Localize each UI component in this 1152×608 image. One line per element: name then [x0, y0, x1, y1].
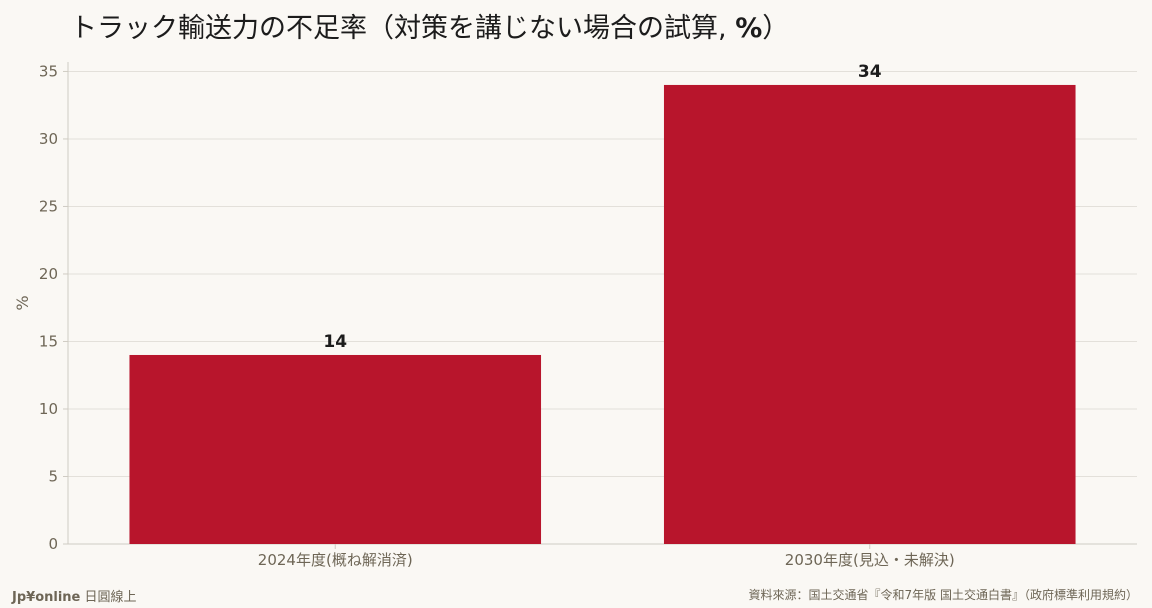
y-tick-label: 25 [39, 197, 58, 215]
bar [129, 354, 542, 544]
y-axis-label: % [13, 295, 32, 310]
bar-value-label: 34 [858, 62, 882, 82]
source-note: 資料來源：国土交通省『令和7年版 国土交通白書』（政府標準利用規約） [748, 588, 1138, 602]
y-tick-label: 15 [39, 332, 58, 350]
chart-title-text: トラック輸送力の不足率（対策を講じない場合の試算, [70, 13, 727, 44]
chart-title-close: ） [762, 13, 790, 44]
brand-credit: Jp¥online 日圓線上 [12, 586, 137, 605]
chart-title-unit: % [735, 13, 763, 44]
x-tick-label: 2024年度(概ね解消済) [258, 551, 413, 569]
bar [663, 84, 1076, 544]
chart-title: トラック輸送力の不足率（対策を講じない場合の試算, %） [70, 6, 789, 45]
brand-name: Jp¥online [12, 590, 81, 605]
y-tick-label: 0 [48, 535, 58, 553]
x-tick-label: 2030年度(見込・未解決) [785, 551, 955, 569]
y-tick-label: 5 [48, 467, 58, 485]
y-tick-label: 20 [39, 265, 58, 283]
y-tick-label: 35 [39, 62, 58, 80]
bar-value-label: 14 [323, 332, 347, 352]
y-tick-label: 30 [39, 130, 58, 148]
brand-suffix: 日圓線上 [84, 590, 137, 605]
y-tick-label: 10 [39, 400, 58, 418]
